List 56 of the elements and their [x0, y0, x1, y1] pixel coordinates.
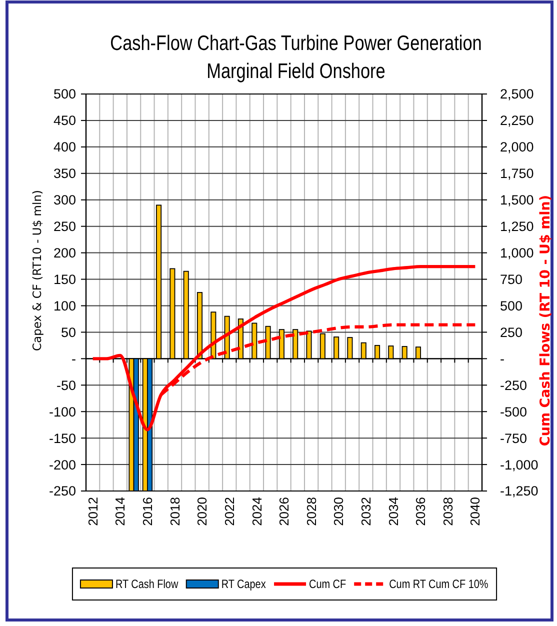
x-tick-label: 2040: [468, 497, 483, 526]
y-tick-label: 250: [53, 219, 76, 234]
y2-tick-label: -750: [500, 430, 528, 446]
y-tick-label: -100: [48, 404, 76, 420]
y-tick-label: 50: [60, 324, 76, 340]
y2-tick-label: 500: [500, 298, 523, 314]
x-tick-label: 2038: [440, 497, 456, 526]
line-series: [91, 264, 477, 432]
y2-tick-label: 1,750: [500, 166, 534, 182]
y2-tick-label: -: [500, 351, 504, 366]
chart-title: Cash-Flow Chart-Gas Turbine Power Generation: [110, 32, 482, 56]
x-tick-label: 2034: [386, 497, 401, 526]
legend-label: Cum RT Cum CF 10%: [389, 578, 488, 592]
legend-label: RT Cash Flow: [115, 578, 178, 592]
x-tick-label: 2014: [112, 497, 128, 526]
legend-label: Cum CF: [309, 578, 346, 592]
y-tick-label: 450: [53, 113, 76, 128]
y2-tick-label: 2,000: [500, 140, 534, 155]
x-tick-label: 2018: [167, 497, 182, 526]
y2-axis-title: Cum Cash Flows (RT 10 - U$ mln): [538, 194, 554, 446]
chart-subtitle: Marginal Field Onshore: [206, 60, 386, 84]
y-tick-label: 100: [53, 298, 76, 314]
x-tick-label: 2030: [331, 497, 346, 526]
x-tick-label: 2026: [276, 497, 292, 526]
x-tick-label: 2020: [194, 497, 210, 526]
x-tick-label: 2022: [222, 497, 237, 526]
y2-tick-label: 250: [500, 324, 523, 340]
x-tick-label: 2024: [249, 497, 264, 526]
y2-tick-label: 750: [500, 272, 523, 287]
y2-tick-label: 1,500: [500, 192, 534, 208]
x-tick-label: 2012: [85, 497, 100, 526]
x-tick-label: 2016: [140, 497, 155, 526]
x-tick-label: 2036: [413, 497, 428, 526]
legend-label: RT Capex: [221, 578, 266, 592]
y-tick-label: 400: [53, 140, 76, 155]
y2-tick-label: 2,250: [500, 113, 534, 128]
y2-tick-label: 2,500: [500, 86, 534, 102]
y-tick-label: 200: [53, 246, 76, 261]
y2-tick-label: 1,000: [500, 246, 534, 261]
y-tick-label: -250: [48, 484, 76, 499]
y2-tick-label: 1,250: [500, 219, 534, 234]
y2-tick-label: -500: [500, 404, 528, 420]
y2-tick-label: -1,250: [500, 484, 538, 499]
y-tick-label: -150: [48, 430, 76, 446]
y-tick-label: 300: [53, 192, 76, 208]
y-tick-label: -50: [56, 378, 76, 393]
y-tick-label: 350: [53, 166, 76, 182]
y2-tick-label: -1,000: [500, 457, 538, 472]
y-tick-label: -: [72, 351, 76, 366]
y-tick-label: -200: [48, 457, 76, 472]
x-tick-label: 2032: [358, 497, 374, 526]
y-axis-title: Capex & CF (RT10 - U$ mln): [30, 190, 44, 351]
y-tick-label: 500: [53, 86, 76, 102]
y-tick-label: 150: [53, 272, 76, 287]
x-tick-label: 2028: [304, 497, 319, 526]
y2-tick-label: -250: [500, 378, 528, 393]
